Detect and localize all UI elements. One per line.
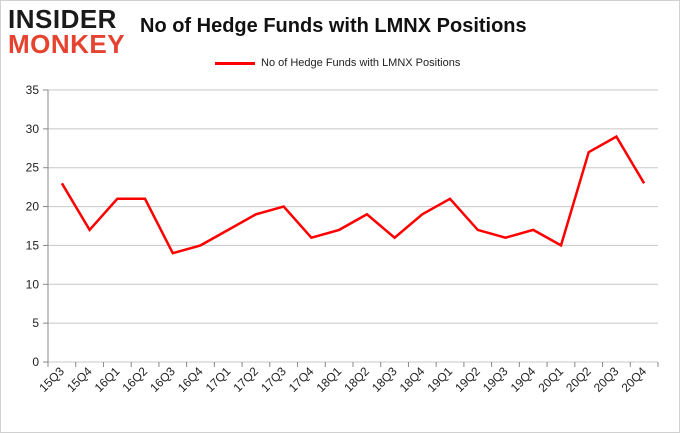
x-tick-label: 16Q4 — [175, 364, 206, 395]
series-lines — [60, 134, 646, 255]
insider-monkey-logo: INSIDER MONKEY — [8, 4, 130, 59]
y-tick-label: 30 — [26, 122, 40, 136]
x-tick-label: 20Q1 — [535, 364, 566, 395]
x-tick-label: 16Q1 — [92, 364, 123, 395]
y-tick-labels: 0 5 10 15 20 25 30 35 — [26, 83, 40, 369]
legend-swatch — [215, 61, 255, 65]
x-tick-label: 17Q2 — [230, 364, 261, 395]
y-tick-label: 5 — [32, 316, 39, 330]
x-tick-labels: 15Q315Q416Q116Q216Q316Q417Q117Q217Q317Q4… — [36, 364, 649, 395]
x-tick-label: 19Q4 — [508, 364, 539, 395]
series-line — [60, 134, 646, 255]
logo-line-monkey: MONKEY — [8, 29, 126, 59]
axes — [43, 89, 659, 367]
logo-line-insider: INSIDER — [8, 4, 117, 34]
y-tick-label: 20 — [26, 200, 40, 214]
chart-title: No of Hedge Funds with LMNX Positions — [140, 15, 527, 37]
y-tick-label: 35 — [26, 83, 40, 97]
x-tick-label: 19Q3 — [480, 364, 511, 395]
y-tick-label: 25 — [26, 161, 40, 175]
x-tick-label: 20Q4 — [619, 364, 650, 395]
legend-label: No of Hedge Funds with LMNX Positions — [261, 57, 461, 69]
x-tick-label: 17Q1 — [203, 364, 234, 395]
y-tick-label: 15 — [26, 238, 40, 252]
x-tick-label: 17Q4 — [286, 364, 317, 395]
x-tick-label: 19Q2 — [452, 364, 483, 395]
x-tick-label: 18Q3 — [369, 364, 400, 395]
x-tick-label: 17Q3 — [258, 364, 289, 395]
y-tick-label: 0 — [32, 355, 39, 369]
x-tick-label: 16Q2 — [120, 364, 151, 395]
x-tick-label: 15Q4 — [64, 364, 95, 395]
x-tick-label: 20Q3 — [591, 364, 622, 395]
legend: No of Hedge Funds with LMNX Positions — [215, 54, 460, 72]
x-tick-label: 18Q4 — [397, 364, 428, 395]
x-tick-label: 16Q3 — [147, 364, 178, 395]
x-tick-label: 18Q2 — [341, 364, 372, 395]
x-tick-label: 20Q2 — [563, 364, 594, 395]
x-tick-label: 18Q1 — [314, 364, 345, 395]
x-tick-label: 15Q3 — [36, 364, 67, 395]
y-tick-label: 10 — [26, 277, 40, 291]
gridlines — [48, 89, 658, 363]
x-tick-label: 19Q1 — [425, 364, 456, 395]
